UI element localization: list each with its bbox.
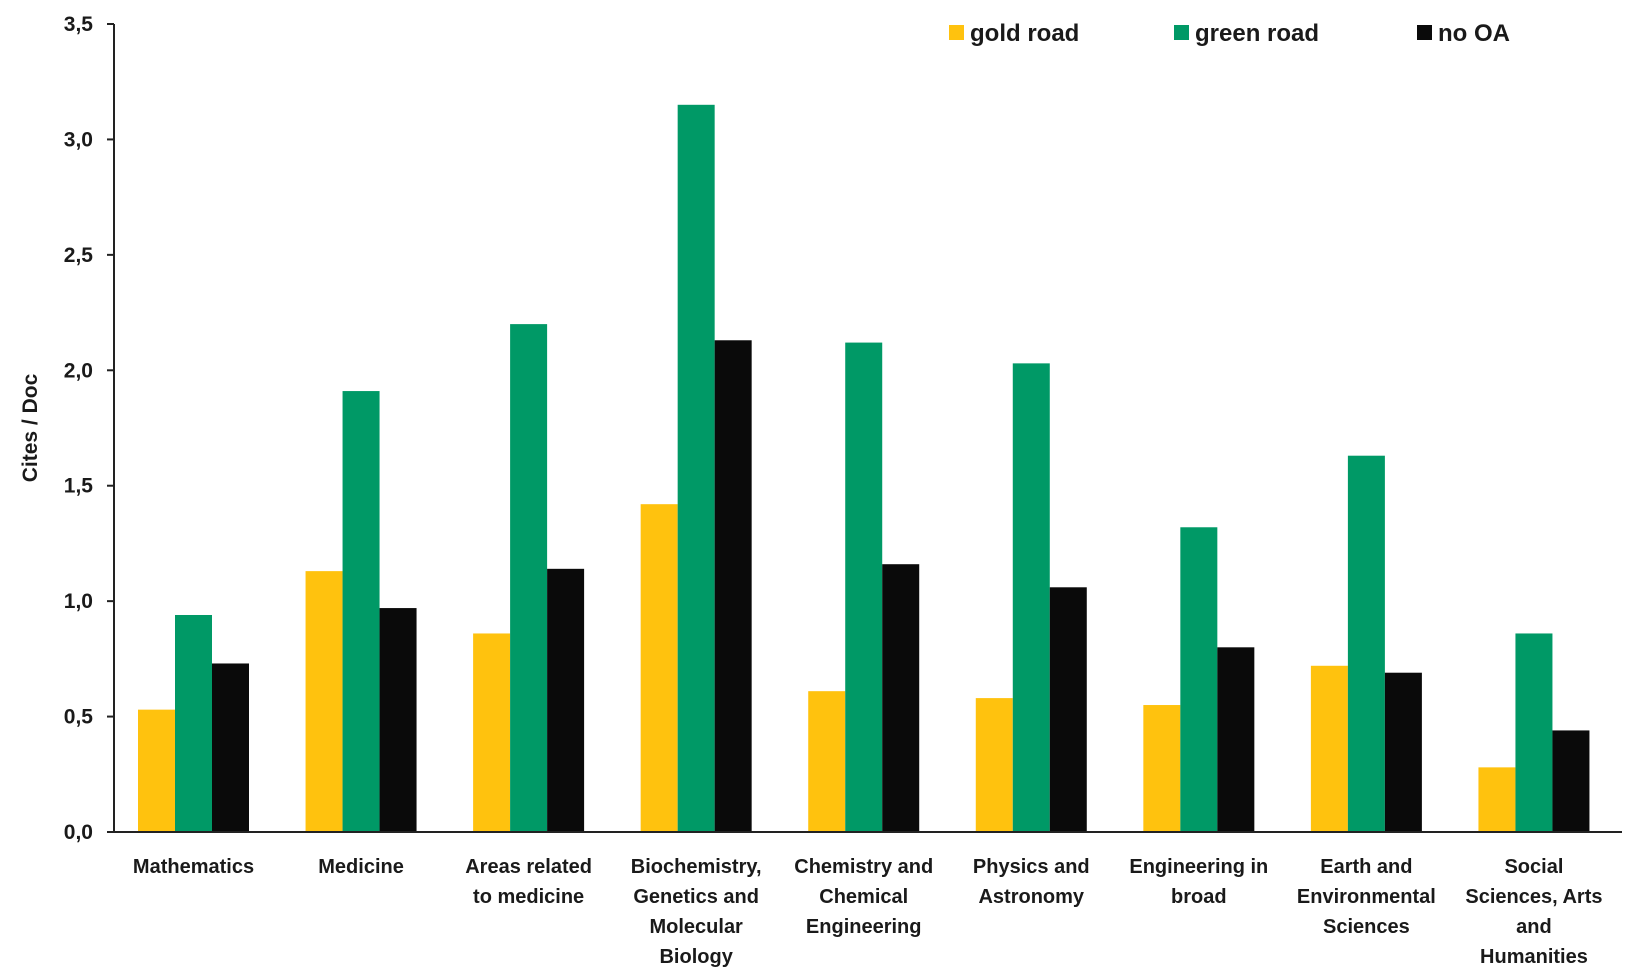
legend-label: green road (1195, 20, 1319, 47)
bar-no-oa (1384, 672, 1422, 832)
category-labels: Mathematics Medicine Areas related to medic… (133, 856, 1603, 968)
bar-no-oa (379, 608, 417, 832)
y-tick-label: 2,0 (64, 359, 93, 382)
legend-swatch (1174, 25, 1189, 40)
legend-label: gold road (970, 20, 1079, 47)
x-tick-label: Areas related to medicine (465, 856, 592, 908)
bar-gold-road (1310, 665, 1348, 832)
bar-no-oa (547, 568, 585, 832)
legend-swatch (1417, 25, 1432, 40)
bar-gold-road (1143, 705, 1181, 832)
bar-no-oa (212, 663, 249, 832)
x-tick-label: Biochemistry, Genetics and Molecular Biolog… (631, 856, 762, 968)
x-tick-label: Engineering in broad (1129, 856, 1268, 908)
bar-no-oa (1552, 730, 1590, 832)
x-tick-label: Physics and Astronomy (973, 856, 1090, 908)
bar-gold-road (1478, 767, 1516, 832)
bar-green-road (1012, 363, 1050, 832)
bar-gold-road (808, 691, 846, 832)
bar-gold-road (640, 504, 678, 832)
bar-gold-road (975, 698, 1013, 832)
bar-gold-road (138, 709, 175, 832)
bar-gold-road (305, 571, 343, 832)
y-axis-label: Cites / Doc (19, 373, 42, 482)
legend-swatch (949, 25, 964, 40)
bar-green-road (510, 324, 548, 832)
bar-green-road (845, 342, 883, 832)
bars (138, 104, 1590, 833)
y-tick-label: 3,0 (64, 128, 93, 151)
bar-green-road (677, 104, 715, 833)
x-tick-label: Medicine (318, 856, 404, 878)
bar-green-road (175, 614, 212, 832)
bar-green-road (1347, 455, 1385, 832)
y-tick-label: 1,5 (64, 475, 94, 498)
x-tick-label: Mathematics (133, 856, 254, 878)
y-tick-label: 0,5 (64, 706, 94, 729)
y-tick-label: 3,5 (64, 13, 94, 36)
bar-gold-road (473, 633, 511, 832)
x-tick-label: Chemistry and Chemical Engineering (794, 856, 933, 938)
bar-green-road (1180, 527, 1218, 832)
x-tick-label: Social Sciences, Arts and Humanities (1465, 856, 1602, 968)
bar-no-oa (882, 564, 920, 832)
y-ticks: 0,0 0,5 1,0 1,5 2,0 2,5 3,0 3,5 (64, 13, 114, 844)
legend-label: no OA (1438, 20, 1510, 47)
y-tick-label: 1,0 (64, 590, 93, 613)
x-tick-label: Earth and Environmental Sciences (1297, 856, 1436, 938)
bar-no-oa (1217, 647, 1255, 832)
y-tick-label: 0,0 (64, 821, 93, 844)
bar-green-road (1515, 633, 1553, 832)
legend: gold road green road no OA (949, 20, 1510, 47)
bar-green-road (342, 391, 380, 832)
y-tick-label: 2,5 (64, 244, 94, 267)
bar-no-oa (1049, 587, 1087, 832)
bar-no-oa (714, 340, 752, 832)
